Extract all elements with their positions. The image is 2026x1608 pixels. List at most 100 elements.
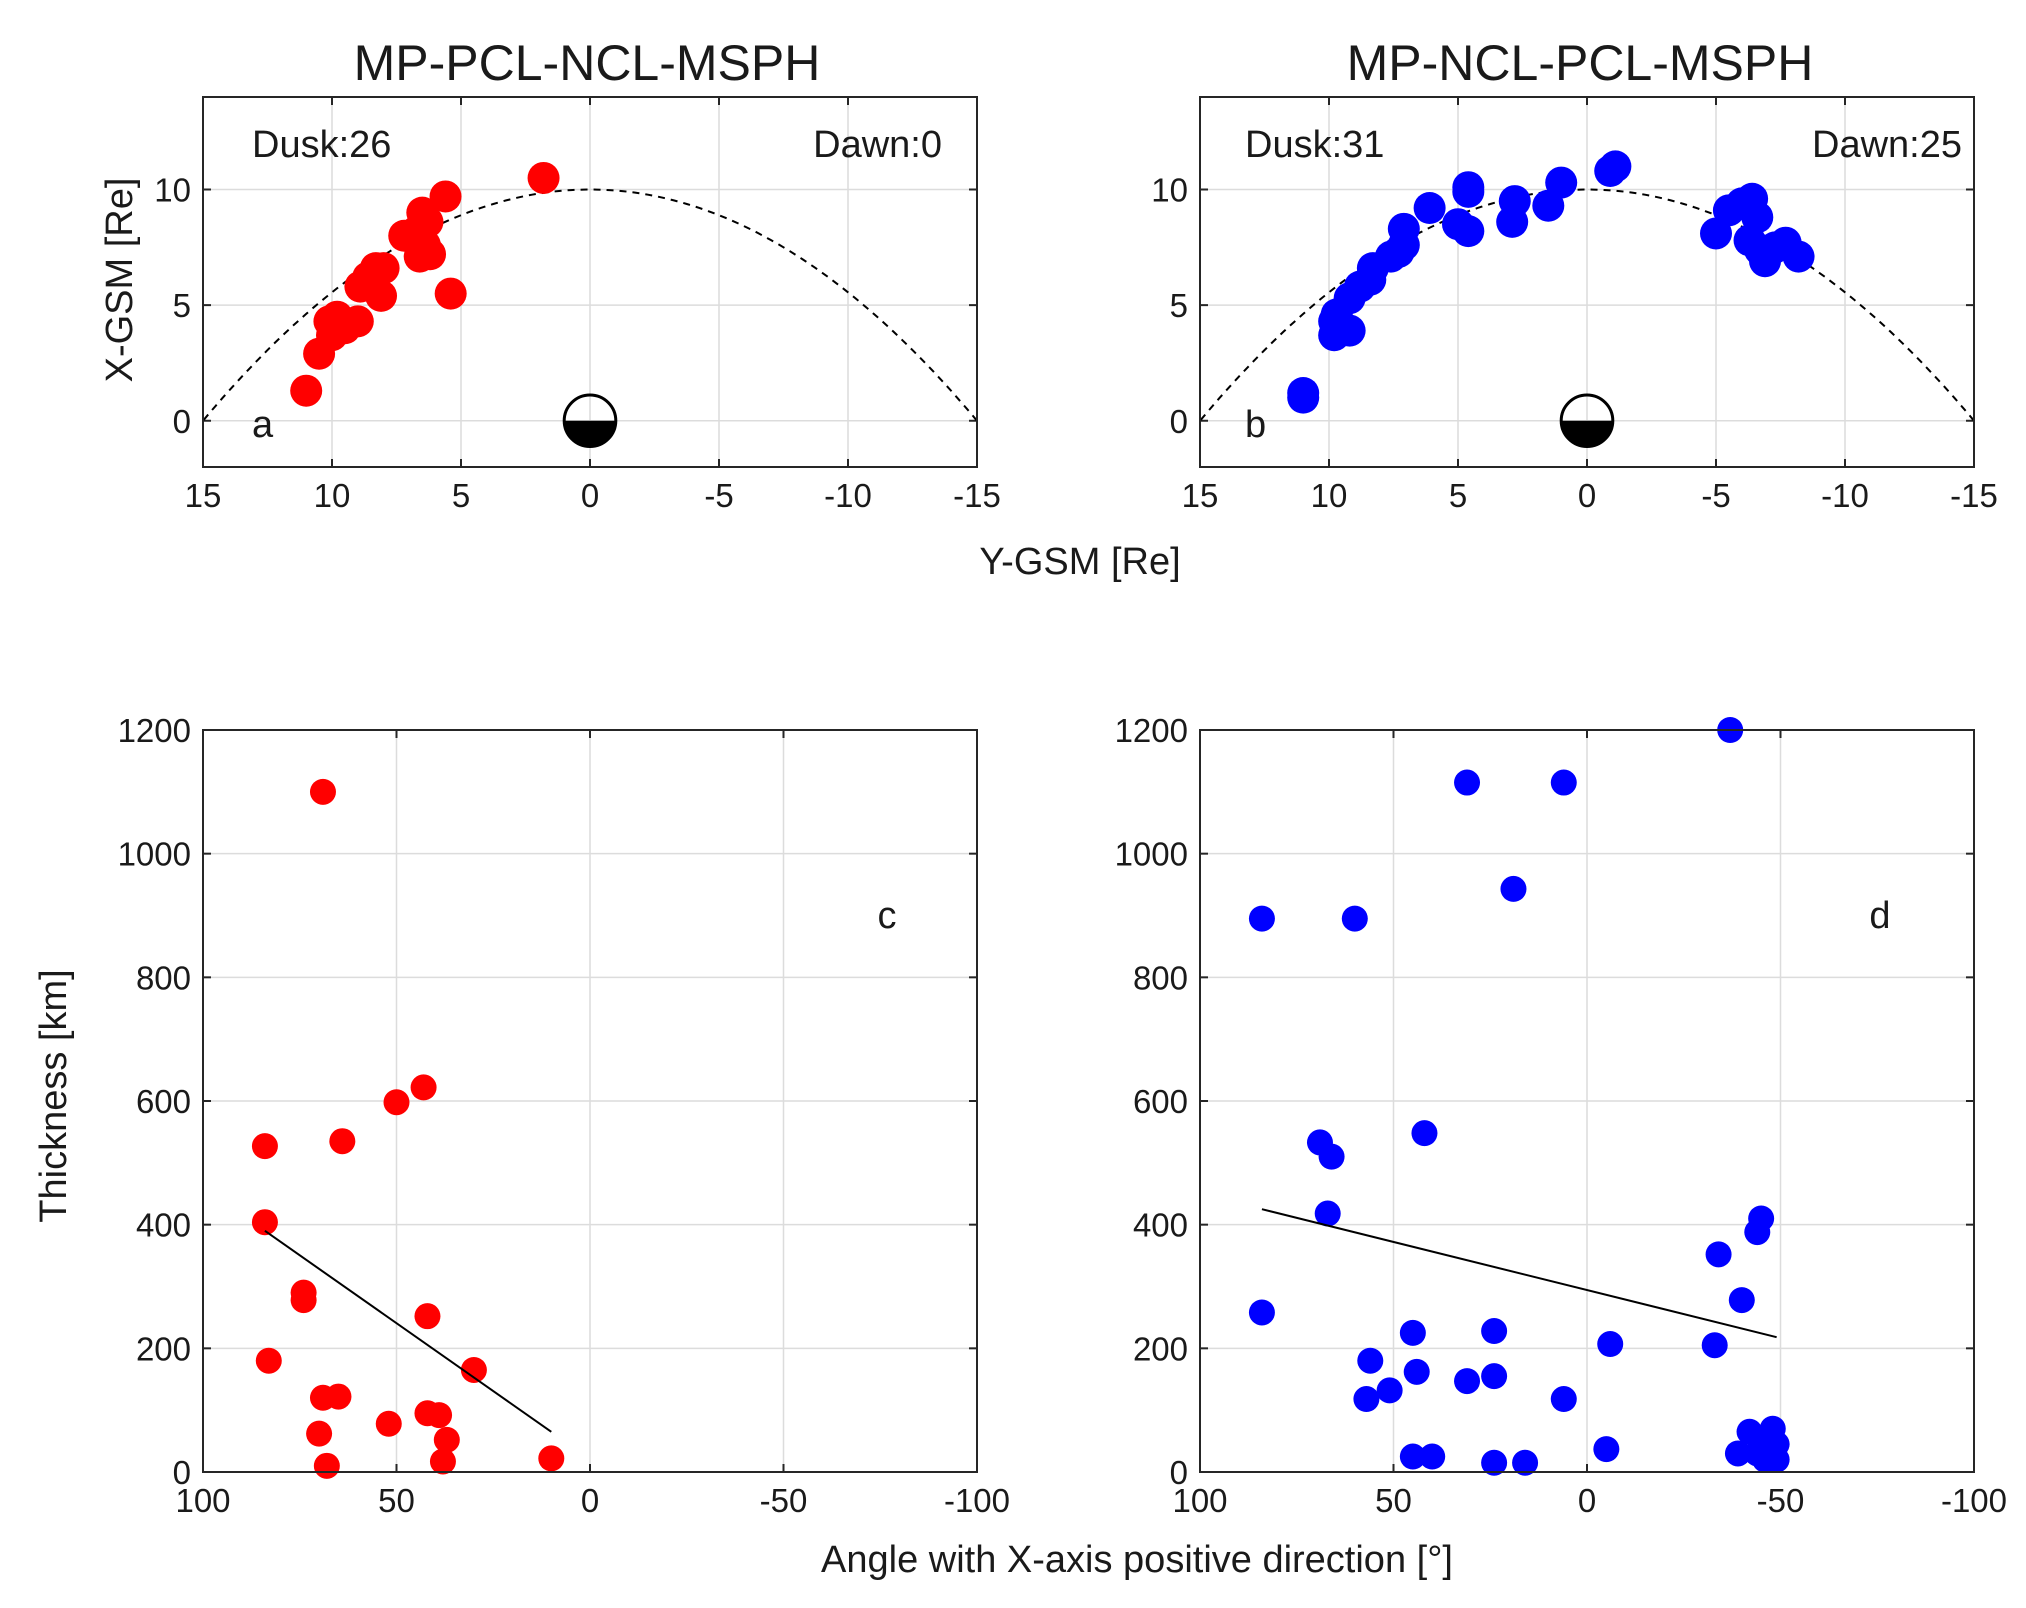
bottom-shared-xlabel: Angle with X-axis positive direction [°] bbox=[821, 1539, 1453, 1581]
panel-d-point-28 bbox=[1724, 1440, 1751, 1467]
panel-b-earth-icon bbox=[1559, 393, 1615, 449]
top-shared-xlabel: Y-GSM [Re] bbox=[979, 541, 1180, 583]
panel-b-dawn-annotation: Dawn:25 bbox=[1812, 124, 1962, 166]
panel-d-point-9 bbox=[1399, 1319, 1426, 1346]
panel-c-ytick-label-0: 0 bbox=[173, 1454, 191, 1491]
panel-b-xtick-label-3: 0 bbox=[1578, 477, 1596, 514]
panel-d-point-25 bbox=[1701, 1332, 1728, 1359]
panel-c-ytick-label-5: 1000 bbox=[118, 836, 191, 873]
panel-d: 100 50 0 -50 -100 0 200 400 600 800 1000 1200 d bbox=[1115, 712, 2007, 1519]
panel-d-point-4 bbox=[1318, 1143, 1345, 1170]
panel-b-point-14 bbox=[1413, 192, 1446, 224]
panel-c-xtick-label-0: 100 bbox=[175, 1482, 230, 1519]
panel-d-ytick-label-5: 1000 bbox=[1115, 836, 1188, 873]
panel-c-xtick-label-2: 0 bbox=[581, 1482, 599, 1519]
panel-d-ytick-label-3: 600 bbox=[1133, 1083, 1188, 1120]
panel-d-ytick-label-6: 1200 bbox=[1115, 712, 1188, 749]
panel-c-point-9 bbox=[325, 1383, 352, 1410]
panel-a-axes-frame bbox=[202, 96, 978, 468]
panel-c-point-17 bbox=[433, 1426, 460, 1453]
panel-d-point-14 bbox=[1454, 769, 1481, 796]
panel-c-point-11 bbox=[383, 1089, 410, 1116]
panel-a-ytick-label-1: 5 bbox=[173, 287, 191, 324]
panel-b-point-24 bbox=[1599, 150, 1632, 183]
panel-a-point-0 bbox=[290, 374, 323, 407]
panel-b-axes-frame bbox=[1199, 96, 1975, 468]
panel-d-ytick-label-1: 200 bbox=[1133, 1330, 1188, 1367]
panel-b-ytick-label-0: 0 bbox=[1170, 403, 1188, 440]
panel-a-point-6 bbox=[341, 305, 374, 338]
panel-d-ytick-label-2: 400 bbox=[1133, 1207, 1188, 1244]
panel-d-plot: 100 50 0 -50 -100 0 200 400 600 800 1000 1200 bbox=[1115, 712, 2007, 1519]
panel-c-ytick-label-6: 1200 bbox=[118, 712, 191, 749]
panel-b-point-5 bbox=[1333, 314, 1366, 347]
panel-c-point-7 bbox=[306, 1420, 333, 1447]
panel-c-ytick-label-4: 800 bbox=[136, 959, 191, 996]
panel-b-title: MP-NCL-PCL-MSPH bbox=[1347, 35, 1814, 91]
panel-d-point-38 bbox=[1763, 1431, 1790, 1458]
panel-d-xtick-label-0: 100 bbox=[1172, 1482, 1227, 1519]
panel-a-xtick-label-3: 0 bbox=[581, 477, 599, 514]
panel-b-xtick-label-6: -15 bbox=[1950, 477, 1998, 514]
panel-c-axes-frame bbox=[202, 729, 978, 1473]
panel-c-point-5 bbox=[309, 778, 336, 805]
panel-d-point-26 bbox=[1705, 1241, 1732, 1268]
panel-b-earth-night-side bbox=[1561, 420, 1613, 447]
panel-c-point-2 bbox=[255, 1347, 282, 1374]
panel-b-point-35 bbox=[1782, 240, 1815, 273]
panel-a-ytick-label-2: 10 bbox=[154, 172, 191, 209]
panel-c-point-0 bbox=[251, 1133, 278, 1160]
panel-d-xtick-label-1: 50 bbox=[1375, 1482, 1412, 1519]
panel-d-axes-frame bbox=[1199, 729, 1975, 1473]
panel-d-point-16 bbox=[1481, 1318, 1508, 1345]
panel-a-ytick-label-0: 0 bbox=[173, 403, 191, 440]
panel-a-title: MP-PCL-NCL-MSPH bbox=[354, 35, 821, 91]
panel-d-point-3 bbox=[1314, 1200, 1341, 1227]
panel-c-ytick-label-1: 200 bbox=[136, 1330, 191, 1367]
panel-d-xtick-label-4: -100 bbox=[1941, 1482, 2007, 1519]
panel-c-xtick-label-1: 50 bbox=[378, 1482, 415, 1519]
panel-b-point-13 bbox=[1387, 212, 1420, 245]
panel-a-label: a bbox=[252, 404, 274, 446]
panel-b-xtick-label-2: 5 bbox=[1449, 477, 1467, 514]
panel-d-point-15 bbox=[1454, 1368, 1481, 1395]
panel-b-point-17 bbox=[1452, 175, 1485, 208]
panel-d-point-32 bbox=[1748, 1205, 1775, 1232]
panel-a-xtick-label-2: 5 bbox=[452, 477, 470, 514]
panel-b-ytick-label-1: 5 bbox=[1170, 287, 1188, 324]
panel-c-ytick-label-3: 600 bbox=[136, 1083, 191, 1120]
panel-c-point-19 bbox=[460, 1356, 487, 1383]
panel-c-ytick-label-2: 400 bbox=[136, 1207, 191, 1244]
panel-a-ylabel: X-GSM [Re] bbox=[99, 178, 141, 383]
panel-a-xtick-label-1: 10 bbox=[314, 477, 351, 514]
panel-d-label: d bbox=[1869, 895, 1890, 937]
panel-d-point-22 bbox=[1550, 1386, 1577, 1413]
panel-a-xtick-label-6: -15 bbox=[953, 477, 1001, 514]
panel-c-point-18 bbox=[429, 1448, 456, 1475]
panel-d-point-24 bbox=[1597, 1331, 1624, 1358]
panel-b-xtick-label-0: 15 bbox=[1182, 477, 1219, 514]
panel-d-ytick-label-4: 800 bbox=[1133, 959, 1188, 996]
panel-c-point-16 bbox=[426, 1402, 453, 1429]
panel-a-point-11 bbox=[365, 279, 398, 312]
panel-d-point-12 bbox=[1411, 1120, 1438, 1147]
panel-d-point-10 bbox=[1403, 1358, 1430, 1385]
panel-a-point-18 bbox=[403, 240, 436, 273]
panel-d-point-20 bbox=[1512, 1449, 1539, 1476]
panel-d-point-19 bbox=[1500, 875, 1527, 902]
panel-a-dawn-annotation: Dawn:0 bbox=[813, 124, 942, 166]
panel-a-dusk-annotation: Dusk:26 bbox=[252, 124, 391, 166]
panel-d-point-6 bbox=[1357, 1347, 1384, 1374]
panel-c-point-12 bbox=[375, 1410, 402, 1437]
panel-c-xtick-label-4: -100 bbox=[944, 1482, 1010, 1519]
panel-c-point-8 bbox=[313, 1452, 340, 1479]
panel-d-point-13 bbox=[1419, 1443, 1446, 1470]
panel-c: Thickness [km] 100 50 0 -50 -100 0 200 400 600 80… bbox=[33, 712, 1010, 1519]
panel-b-point-20 bbox=[1496, 205, 1529, 238]
panel-d-point-1 bbox=[1248, 1299, 1275, 1326]
panel-b-xtick-label-4: -5 bbox=[1701, 477, 1730, 514]
panel-b-magnetopause-curve bbox=[1199, 188, 1975, 422]
panel-b-dusk-annotation: Dusk:31 bbox=[1245, 124, 1384, 166]
panel-d-point-11 bbox=[1399, 1443, 1426, 1470]
